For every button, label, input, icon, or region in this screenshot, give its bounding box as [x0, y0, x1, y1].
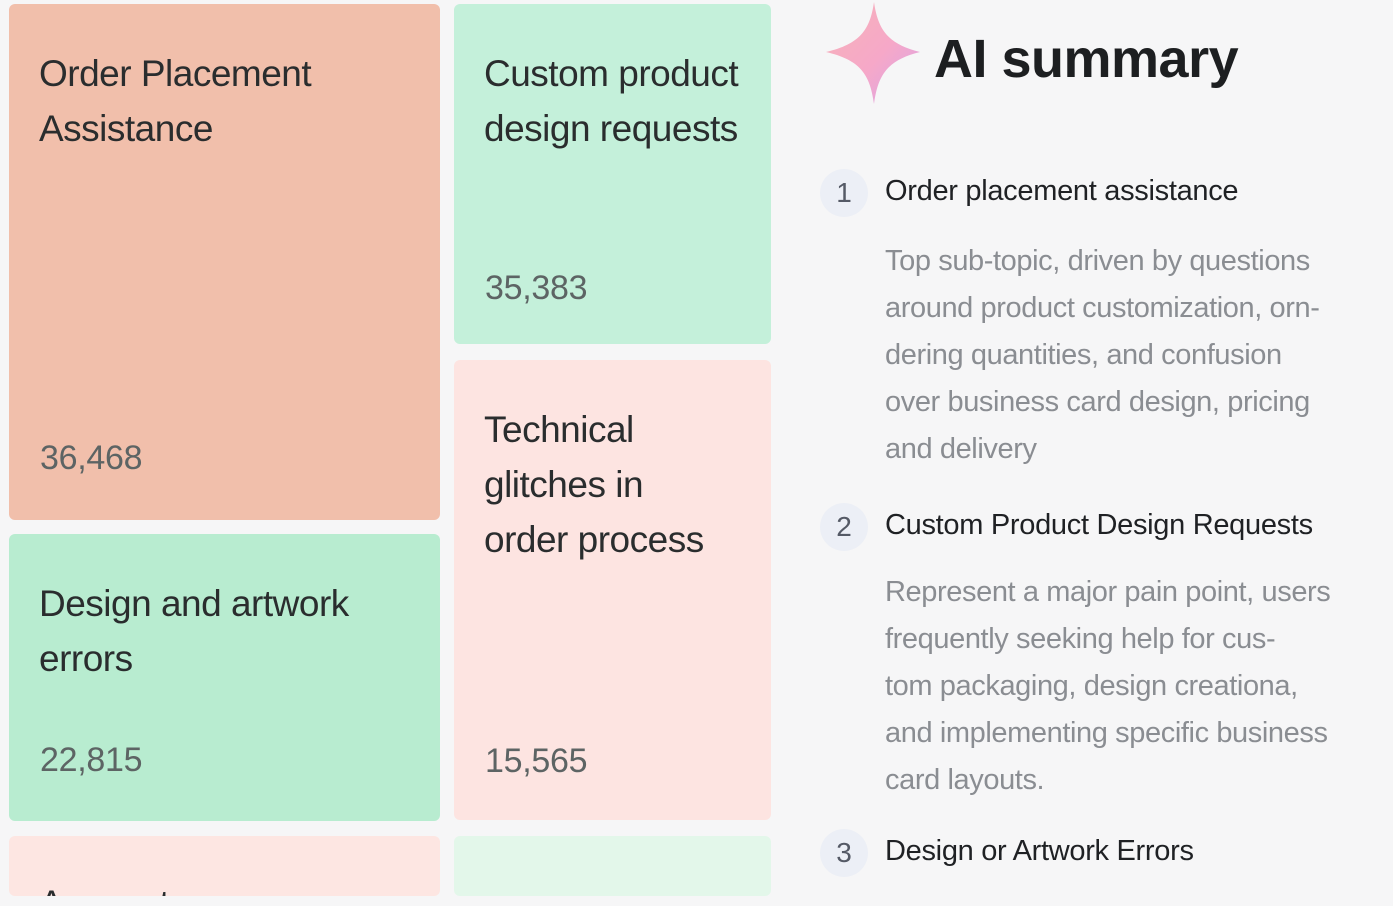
- tile-design-artwork-errors[interactable]: Design and artwork errors 22,815: [9, 534, 440, 821]
- tile-value: 35,383: [485, 269, 588, 307]
- tile-account-access[interactable]: Account access: [9, 836, 440, 896]
- topic-treemap: Order Placement Assistance 36,468 Custom…: [9, 4, 771, 896]
- tile-custom-product-design-requests[interactable]: Custom product design requests 35,383: [454, 4, 771, 344]
- tile-order-placement-assistance[interactable]: Order Placement Assistance 36,468: [9, 4, 440, 520]
- tile-label: Technical glitches in order process: [484, 409, 704, 560]
- summary-item-title[interactable]: Design or Artwork Errors: [885, 835, 1194, 867]
- item-number-badge: 1: [820, 169, 868, 217]
- summary-title: AI summary: [934, 29, 1239, 89]
- tile-technical-glitches[interactable]: Technical glitches in order process 15,5…: [454, 360, 771, 820]
- item-number-badge: 3: [820, 829, 868, 877]
- tile-partial[interactable]: [454, 836, 771, 896]
- summary-item-body: Top sub-topic, driven by questions aroun…: [885, 245, 1320, 465]
- tile-label: Design and artwork errors: [39, 583, 349, 679]
- tile-value: 15,565: [485, 742, 588, 780]
- summary-item-title[interactable]: Order placement assistance: [885, 175, 1239, 207]
- tile-value: 22,815: [40, 741, 143, 779]
- sparkle-icon: [826, 2, 920, 104]
- tile-label: Custom product design requests: [484, 53, 739, 149]
- tile-value: 36,468: [40, 439, 143, 477]
- tile-label: Account access: [39, 876, 410, 896]
- summary-item-body: Represent a major pain point, users freq…: [885, 576, 1331, 796]
- tile-label: Order Placement Assistance: [39, 53, 312, 149]
- item-number-badge: 2: [820, 503, 868, 551]
- summary-item-title[interactable]: Custom Product Design Requests: [885, 509, 1313, 541]
- ai-summary-panel: AI summary 1 Order placement assistance …: [800, 0, 1393, 906]
